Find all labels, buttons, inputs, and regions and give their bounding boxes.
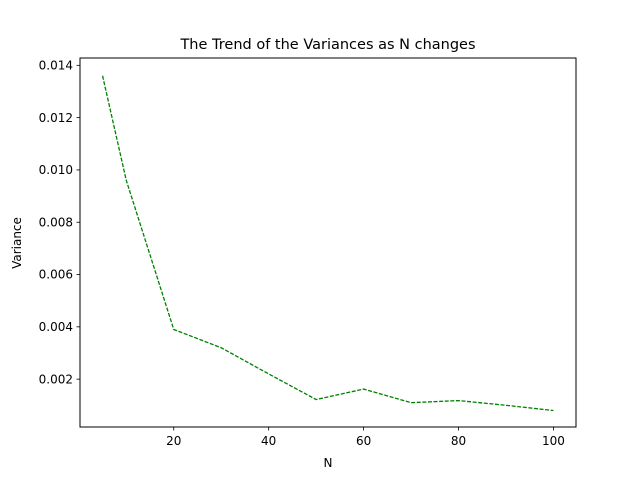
- x-tick-label: 80: [451, 434, 466, 448]
- y-tick-label: 0.008: [39, 215, 73, 229]
- series-line: [101, 75, 554, 412]
- y-axis-label: Variance: [10, 217, 24, 269]
- y-tick-label: 0.014: [39, 59, 73, 73]
- plot-area: [101, 75, 554, 412]
- y-tick-label: 0.010: [39, 163, 73, 177]
- y-tick-label: 0.006: [39, 268, 73, 282]
- x-tick-label: 100: [542, 434, 565, 448]
- y-tick-label: 0.012: [39, 111, 73, 125]
- x-axis-label: N: [324, 456, 333, 470]
- y-axis: 0.002 0.004 0.006 0.008 0.010 0.012 0.014: [39, 59, 80, 386]
- y-tick-label: 0.004: [39, 320, 73, 334]
- x-tick-label: 60: [356, 434, 371, 448]
- x-axis: 20 40 60 80 100: [166, 427, 565, 448]
- y-tick-label: 0.002: [39, 372, 73, 386]
- x-tick-label: 40: [261, 434, 276, 448]
- plot-frame: [79, 57, 577, 428]
- x-tick-label: 20: [166, 434, 181, 448]
- chart-title: The Trend of the Variances as N changes: [179, 37, 475, 53]
